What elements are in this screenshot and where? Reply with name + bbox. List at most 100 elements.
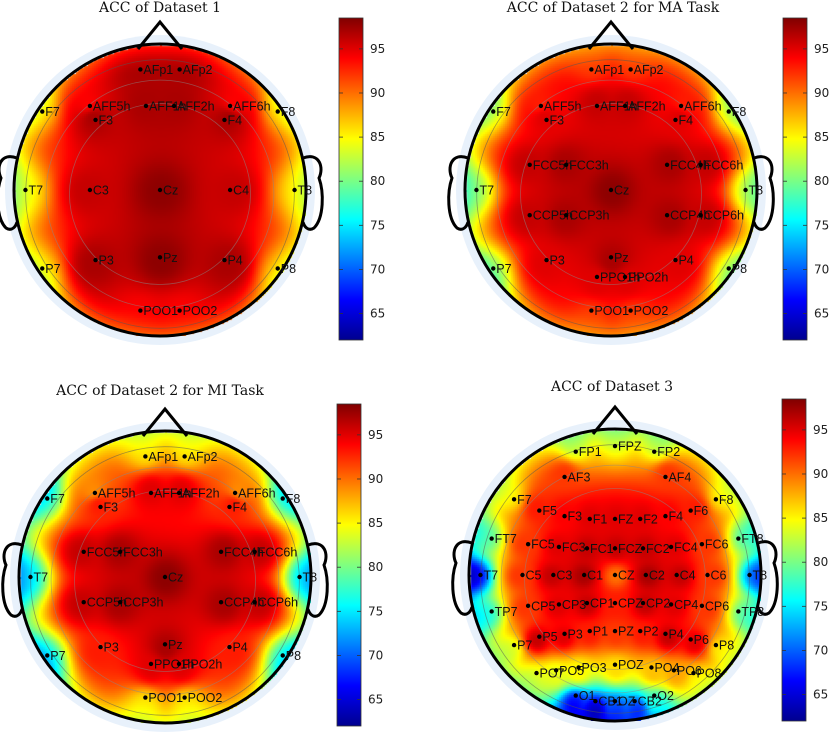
electrode-F6	[688, 508, 693, 513]
electrode-OZ	[612, 698, 618, 704]
electrode-FP2	[652, 449, 657, 454]
electrode-label-FCC3h: FCC3h	[569, 158, 609, 172]
electrode-label-P7: P7	[517, 639, 532, 653]
electrode-label-FT8: FT8	[741, 532, 763, 546]
electrode-P3	[93, 257, 98, 263]
contour-line	[74, 490, 256, 672]
electrode-T7	[23, 187, 28, 193]
panel-title: ACC of Dataset 1	[98, 0, 221, 16]
electrode-P7	[40, 266, 45, 271]
electrode-label-C3: C3	[93, 184, 109, 198]
electrode-P7	[511, 642, 517, 648]
electrode-label-CCP6h: CCP6h	[704, 209, 744, 223]
electrode-T8	[292, 187, 297, 193]
electrode-T7	[478, 572, 483, 578]
electrode-label-F7: F7	[50, 492, 65, 506]
electrode-F7	[511, 497, 517, 502]
electrode-POO2	[182, 695, 187, 700]
electrode-label-POZ: POZ	[618, 658, 644, 672]
electrode-P8	[726, 266, 731, 271]
electrode-O1	[573, 693, 578, 698]
electrode-T7	[474, 187, 479, 193]
electrode-C2	[643, 572, 649, 578]
electrode-CP6	[699, 603, 705, 609]
electrode-C4	[227, 187, 233, 193]
electrode-label-AFF1h: AFF1h	[600, 99, 638, 113]
electrode-label-P4: P4	[232, 641, 247, 655]
electrode-label-FT7: FT7	[495, 532, 517, 546]
electrode-label-AF4: AF4	[668, 470, 691, 484]
colorbar-tick-label: 90	[368, 472, 383, 486]
electrode-label-CP2: CP2	[646, 597, 670, 611]
nose-shape	[591, 404, 639, 435]
electrode-AFF1h	[594, 103, 600, 109]
electrode-TP7	[489, 609, 494, 614]
electrode-label-Cz: Cz	[168, 571, 183, 585]
electrode-POO1	[143, 695, 148, 700]
electrode-C3	[87, 187, 93, 193]
electrode-label-TP8: TP8	[741, 605, 764, 619]
electrode-FCZ	[612, 546, 618, 551]
contour-line	[25, 59, 295, 329]
panel-title: ACC of Dataset 2 for MI Task	[55, 383, 264, 399]
electrode-PPO2h	[622, 274, 628, 280]
electrode-label-F4: F4	[678, 113, 693, 127]
electrode-PPO1h	[148, 661, 154, 667]
electrode-F3	[98, 504, 103, 510]
electrode-POO2	[177, 308, 182, 313]
electrode-label-F8: F8	[719, 493, 734, 507]
electrode-label-C1: C1	[587, 569, 603, 583]
electrode-label-CCP5h: CCP5h	[87, 596, 127, 610]
electrode-F4	[673, 117, 678, 123]
right-ear-shape	[301, 155, 324, 231]
electrode-C5	[520, 572, 525, 578]
electrode-label-P8: P8	[719, 639, 734, 653]
electrode-F4	[227, 504, 232, 510]
electrode-FPZ	[612, 443, 618, 449]
colorbar-tick-label: 75	[368, 604, 383, 618]
electrode-label-AFp1: AFp1	[143, 63, 173, 77]
electrode-label-POO2: POO2	[188, 691, 223, 705]
electrode-F7	[45, 496, 50, 501]
electrode-label-T8: T8	[298, 184, 313, 198]
electrode-label-F2: F2	[643, 512, 658, 526]
colorbar-tick-label: 85	[814, 130, 829, 144]
electrode-F4	[663, 513, 668, 519]
contour-line	[30, 446, 300, 716]
electrode-label-AFp2: AFp2	[183, 63, 213, 77]
colorbar-tick-label: 95	[813, 423, 828, 437]
left-ear-shape	[1, 542, 24, 618]
electrode-label-AFF6h: AFF6h	[684, 99, 722, 113]
electrode-label-C3: C3	[556, 569, 572, 583]
electrode-F8	[275, 109, 280, 114]
electrode-AFF5h	[538, 103, 544, 109]
electrode-label-POO1: POO1	[594, 304, 629, 318]
electrode-FC5	[525, 541, 531, 547]
electrode-TP8	[736, 609, 741, 614]
electrode-label-CP5: CP5	[531, 599, 555, 613]
electrode-label-P6: P6	[694, 633, 709, 647]
electrode-AFF1h	[143, 103, 149, 109]
electrode-label-FC1: FC1	[590, 542, 614, 556]
topomap-panel-2: ACC of Dataset 2 for MA Task AFp1 AFp2 F7 AF…	[447, 0, 829, 345]
electrode-C1	[581, 572, 587, 578]
electrode-label-F4: F4	[232, 500, 247, 514]
colorbar-tick-label: 75	[370, 218, 385, 232]
electrode-CCP5h	[527, 213, 532, 218]
electrode-F4	[222, 117, 227, 123]
electrode-label-CCP5h: CCP5h	[533, 209, 573, 223]
electrode-label-P3: P3	[568, 627, 583, 641]
electrode-label-F8: F8	[281, 105, 296, 119]
electrode-label-F7: F7	[517, 493, 532, 507]
colorbar-tick-label: 70	[370, 262, 385, 276]
colorbar	[782, 17, 808, 341]
colorbar-tick-label: 85	[813, 511, 828, 525]
electrode-label-F8: F8	[732, 105, 747, 119]
left-ear-shape	[451, 540, 474, 616]
electrode-CPZ	[612, 600, 618, 606]
electrode-label-FCC4h: FCC4h	[670, 158, 710, 172]
electrode-label-O2: O2	[657, 689, 674, 703]
colorbar-tick-label: 90	[813, 467, 828, 481]
electrode-label-F6: F6	[694, 504, 709, 518]
electrode-CB1	[593, 698, 598, 704]
